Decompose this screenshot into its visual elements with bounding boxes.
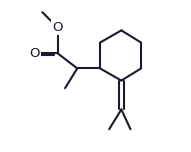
Text: O: O (52, 21, 63, 34)
Text: O: O (29, 47, 40, 60)
